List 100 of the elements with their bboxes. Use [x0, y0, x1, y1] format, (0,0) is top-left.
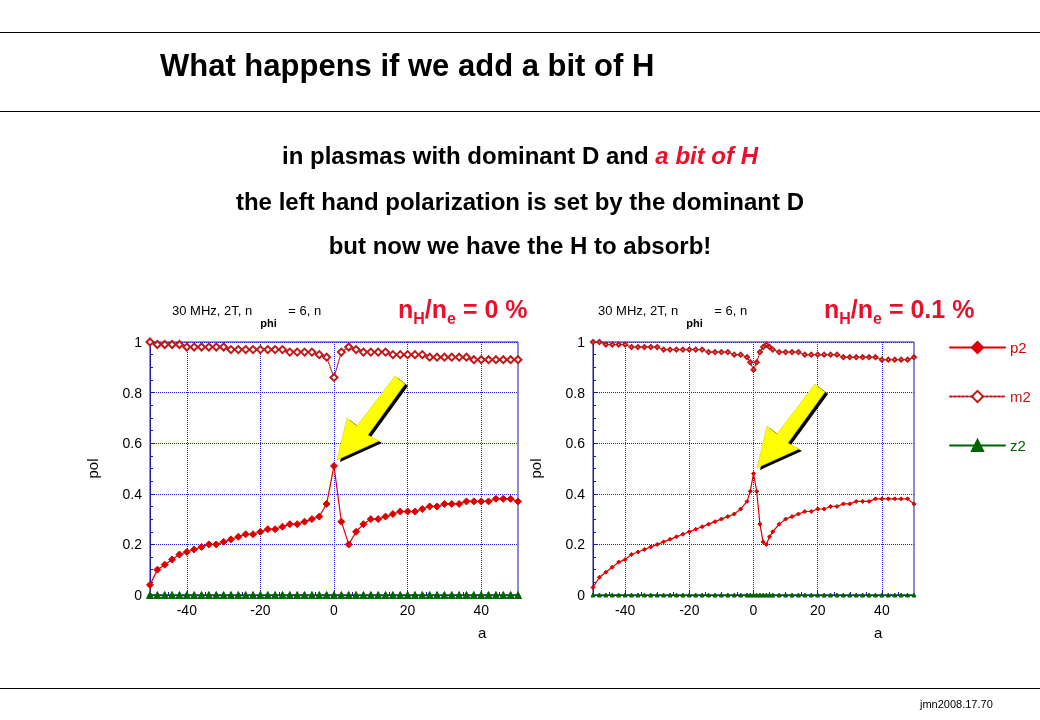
point: [596, 339, 603, 345]
point: [738, 506, 744, 512]
point: [679, 346, 686, 353]
point: [840, 501, 846, 507]
point: [168, 591, 177, 599]
point: [396, 507, 405, 516]
point: [491, 494, 500, 503]
point: [455, 499, 464, 508]
point: [366, 591, 375, 599]
point: [506, 355, 516, 365]
point: [661, 539, 667, 545]
x-tick-label: -20: [250, 602, 271, 618]
point: [699, 592, 705, 598]
point: [359, 591, 368, 599]
point: [293, 520, 302, 529]
point: [337, 591, 346, 599]
point: [344, 540, 353, 549]
point: [686, 529, 692, 535]
point: [641, 592, 647, 598]
point: [278, 591, 287, 599]
point: [898, 592, 904, 598]
point: [189, 342, 199, 352]
point: [182, 547, 191, 556]
point: [359, 520, 368, 529]
point: [277, 345, 287, 355]
point: [834, 503, 840, 509]
point: [892, 592, 898, 598]
point: [234, 591, 243, 599]
point: [285, 520, 294, 529]
point: [513, 355, 523, 365]
y-tick-label: 0.8: [565, 384, 586, 401]
point: [403, 507, 412, 516]
y-tick-label: 0: [134, 587, 143, 603]
point: [615, 341, 622, 348]
point: [249, 591, 258, 599]
point: [212, 591, 221, 599]
point: [160, 560, 169, 569]
point: [616, 559, 622, 565]
y-tick-label: 1: [134, 334, 143, 350]
point: [905, 592, 911, 598]
point: [278, 522, 287, 531]
point: [609, 592, 615, 598]
point: [840, 592, 846, 598]
point: [757, 521, 763, 527]
point: [315, 591, 324, 599]
point: [175, 591, 184, 599]
point: [241, 591, 250, 599]
point: [233, 345, 243, 355]
point: [190, 545, 199, 554]
point: [789, 349, 796, 356]
point: [770, 529, 776, 535]
point: [330, 591, 338, 599]
point: [860, 592, 866, 598]
point: [776, 521, 782, 527]
y-tick-label: 0.2: [122, 536, 143, 553]
point: [212, 540, 221, 549]
point: [476, 355, 486, 365]
point: [654, 344, 661, 351]
point: [455, 591, 464, 599]
point: [410, 591, 419, 599]
point: [872, 592, 878, 598]
point: [241, 345, 251, 355]
point: [374, 515, 383, 524]
point: [629, 552, 635, 558]
point: [270, 345, 280, 355]
point: [866, 592, 872, 598]
point: [344, 591, 353, 599]
point: [204, 540, 213, 549]
point: [763, 541, 769, 547]
point: [388, 350, 398, 360]
x-tick-label: -40: [614, 602, 636, 618]
point: [255, 345, 265, 355]
point: [491, 591, 500, 599]
point: [776, 592, 782, 598]
y-axis-title: pol: [84, 458, 101, 479]
point: [197, 542, 206, 551]
point: [491, 355, 501, 365]
x-tick-label: 0: [749, 602, 758, 618]
point: [821, 592, 827, 598]
point: [744, 592, 750, 598]
y-tick-label: 0.6: [122, 435, 143, 452]
point: [647, 344, 654, 351]
point: [499, 494, 508, 503]
point: [744, 354, 751, 361]
point: [641, 546, 647, 552]
point: [403, 591, 412, 599]
point: [182, 591, 191, 599]
point: [760, 592, 766, 598]
point: [744, 498, 750, 504]
point: [381, 591, 390, 599]
point: [410, 507, 419, 516]
point: [892, 496, 898, 502]
point: [706, 592, 712, 598]
point: [292, 347, 302, 357]
point: [834, 592, 840, 598]
point: [846, 354, 853, 361]
point: [204, 342, 214, 352]
point: [315, 512, 324, 521]
point: [628, 344, 635, 351]
point: [667, 346, 674, 353]
